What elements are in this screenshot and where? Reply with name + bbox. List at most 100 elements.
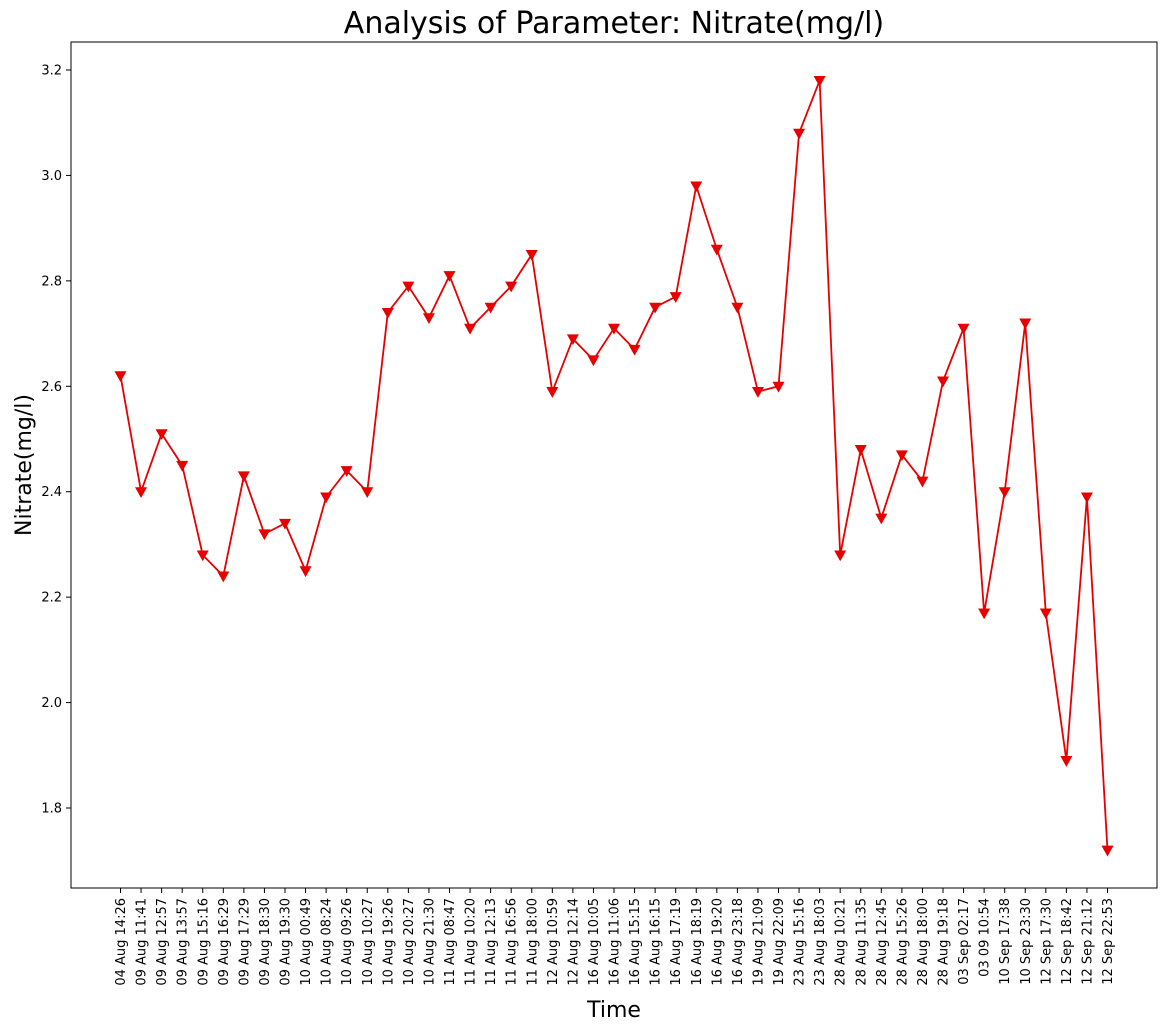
data-point-marker	[566, 334, 579, 346]
x-tick-label: 28 Aug 10:21	[834, 898, 849, 986]
data-point-marker	[978, 608, 991, 620]
x-tick-label: 11 Aug 18:00	[525, 898, 540, 986]
x-tick-label: 28 Aug 18:00	[916, 898, 931, 986]
x-tick-label: 16 Aug 16:15	[649, 898, 664, 986]
data-point-marker	[1039, 608, 1052, 620]
x-tick-label: 28 Aug 19:18	[937, 898, 952, 986]
data-point-marker	[628, 344, 641, 356]
data-point-marker	[875, 513, 888, 525]
x-axis-label: Time	[586, 998, 641, 1023]
data-point-marker	[751, 387, 764, 398]
data-point-marker	[135, 487, 148, 499]
x-tick-label: 10 Aug 21:30	[422, 898, 437, 986]
series-markers	[114, 76, 1114, 857]
data-point-marker	[895, 450, 908, 462]
x-tick-label: 09 Aug 12:57	[155, 898, 170, 986]
x-tick-label: 11 Aug 10:20	[464, 898, 479, 986]
data-point-marker	[546, 387, 559, 398]
data-point-marker	[381, 307, 394, 319]
data-point-marker	[155, 429, 168, 441]
plot-area	[70, 41, 1158, 889]
x-tick-label: 10 Sep 23:30	[1019, 898, 1034, 985]
x-tick-label: 09 Aug 17:29	[237, 898, 252, 986]
data-point-marker	[505, 281, 518, 293]
x-tick-label: 23 Aug 18:03	[813, 898, 828, 986]
data-point-marker	[649, 302, 662, 314]
x-tick-label: 03 09 10:54	[978, 898, 993, 977]
y-tick-label: 3.0	[41, 169, 62, 184]
data-point-marker	[484, 302, 497, 314]
x-tick-label: 16 Aug 15:15	[628, 898, 643, 986]
series-line	[119, 80, 1109, 851]
y-tick-label: 3.2	[41, 64, 62, 79]
data-point-marker	[916, 476, 929, 488]
data-point-marker	[998, 487, 1011, 499]
y-tick-label: 2.8	[41, 274, 62, 289]
data-point-marker	[710, 244, 723, 256]
x-tick-label: 09 Aug 13:57	[176, 898, 191, 986]
data-point-marker	[690, 181, 703, 193]
y-tick-label: 2.4	[41, 485, 62, 500]
data-point-marker	[258, 529, 271, 541]
x-tick-label: 03 Sep 02:17	[957, 898, 972, 985]
data-point-marker	[464, 323, 477, 335]
data-point-marker	[237, 471, 250, 483]
data-point-marker	[793, 128, 806, 140]
x-tick-label: 23 Aug 15:16	[793, 898, 808, 986]
y-axis-label: Nitrate(mg/l)	[12, 394, 37, 536]
x-tick-label: 09 Aug 18:30	[258, 898, 273, 986]
data-point-marker	[217, 571, 230, 583]
data-point-marker	[279, 518, 291, 530]
y-tick-label: 2.2	[41, 591, 62, 606]
x-tick-label: 12 Aug 10:59	[546, 898, 561, 986]
x-tick-label: 28 Aug 12:45	[875, 898, 890, 986]
data-point-marker	[772, 381, 785, 393]
data-point-marker	[299, 566, 312, 578]
x-tick-label: 12 Aug 12:14	[566, 898, 581, 986]
x-tick-label: 09 Aug 15:16	[196, 898, 211, 986]
x-tick-label: 09 Aug 19:30	[279, 898, 294, 986]
data-point-marker	[340, 466, 353, 477]
x-tick-label: 10 Aug 19:26	[381, 898, 396, 986]
data-point-marker	[422, 313, 435, 325]
x-tick-label: 12 Sep 21:12	[1080, 898, 1095, 985]
chart-title: Analysis of Parameter: Nitrate(mg/l)	[344, 6, 884, 41]
x-tick-label: 19 Aug 21:09	[751, 898, 766, 986]
x-tick-label: 09 Aug 16:29	[217, 898, 232, 986]
y-tick-label: 1.8	[41, 802, 62, 817]
data-point-marker	[1101, 845, 1114, 857]
data-point-marker	[443, 271, 456, 282]
y-tick-label: 2.0	[41, 696, 62, 711]
x-tick-label: 28 Aug 15:26	[895, 898, 910, 986]
data-point-marker	[196, 550, 209, 562]
data-point-marker	[176, 460, 189, 472]
x-tick-label: 28 Aug 11:35	[854, 898, 869, 986]
data-point-marker	[1060, 756, 1073, 767]
x-tick-label: 11 Aug 16:56	[505, 898, 520, 986]
x-tick-label: 16 Aug 19:20	[710, 898, 725, 986]
x-tick-label: 10 Sep 17:38	[998, 898, 1013, 985]
data-point-marker	[320, 492, 333, 504]
y-axis: 1.8 2.0 2.2 2.4 2.6 2.8 3.0 3.2	[41, 64, 71, 817]
y-tick-label: 2.6	[41, 380, 62, 395]
x-tick-label: 16 Aug 23:18	[731, 898, 746, 986]
x-tick-label: 09 Aug 11:41	[135, 898, 150, 986]
data-point-marker	[587, 355, 600, 367]
x-tick-label: 10 Aug 20:27	[402, 898, 417, 986]
data-point-marker	[957, 323, 970, 335]
x-tick-label: 16 Aug 11:06	[608, 898, 623, 986]
data-point-marker	[669, 292, 682, 303]
data-point-marker	[834, 550, 847, 562]
x-tick-label: 12 Sep 22:53	[1101, 898, 1116, 985]
x-tick-label: 16 Aug 18:19	[690, 898, 705, 986]
data-point-marker	[1019, 318, 1032, 330]
x-tick-label: 12 Sep 18:42	[1060, 898, 1075, 985]
data-point-marker	[731, 302, 744, 314]
x-axis: 04 Aug 14:26 09 Aug 11:41 09 Aug 12:57 09 A…	[114, 888, 1116, 986]
x-tick-label: 16 Aug 17:19	[669, 898, 684, 986]
x-tick-label: 10 Aug 00:49	[299, 898, 314, 986]
data-point-marker	[525, 250, 538, 261]
x-tick-label: 11 Aug 12:13	[484, 898, 499, 986]
x-tick-label: 11 Aug 08:47	[443, 898, 458, 986]
